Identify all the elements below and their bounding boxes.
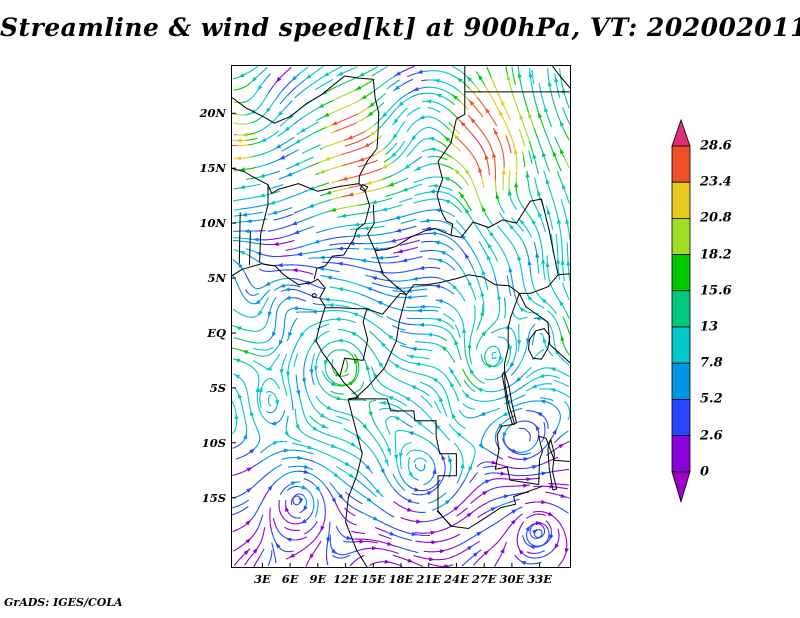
- colorbar-label: 7.8: [700, 355, 723, 371]
- x-tick-label: 3E: [254, 572, 271, 586]
- colorbar-label: 28.6: [700, 138, 732, 154]
- x-tick-label: 30E: [499, 572, 525, 586]
- colorbar-label: 18.2: [700, 247, 732, 263]
- y-tick-label: 15S: [201, 490, 226, 505]
- y-tick-label: 15N: [199, 161, 226, 176]
- colorbar-label: 0: [700, 464, 710, 480]
- chart-title: Streamline & wind speed[kt] at 900hPa, V…: [0, 13, 800, 42]
- x-tick-label: 27E: [471, 572, 497, 586]
- y-tick-label: 5N: [207, 271, 226, 286]
- x-tick-label: 33E: [527, 572, 552, 586]
- y-tick-label: 10S: [201, 435, 226, 450]
- colorbar-label: 2.6: [700, 428, 723, 444]
- x-tick-label: 9E: [309, 572, 327, 586]
- x-tick-label: 6E: [281, 572, 299, 586]
- y-tick-label: 10N: [199, 216, 226, 231]
- x-tick-label: 18E: [388, 572, 414, 586]
- colorbar-label: 15.6: [700, 283, 732, 299]
- y-tick-label: 20N: [199, 106, 226, 121]
- grads-watermark: GrADS: IGES/COLA: [4, 596, 123, 609]
- colorbar-label: 23.4: [700, 174, 732, 190]
- y-tick-label: 5S: [209, 380, 226, 395]
- x-tick-label: 21E: [416, 572, 442, 586]
- plot-area: [231, 65, 571, 568]
- x-tick-label: 24E: [444, 572, 469, 586]
- x-tick-label: 12E: [333, 572, 358, 586]
- colorbar-label: 13: [700, 319, 719, 335]
- colorbar-label: 5.2: [700, 391, 723, 407]
- y-tick-label: EQ: [207, 325, 226, 340]
- streamline-map: [231, 65, 571, 568]
- colorbar-label: 20.8: [700, 210, 732, 226]
- colorbar: [671, 118, 691, 504]
- x-tick-label: 15E: [360, 572, 386, 586]
